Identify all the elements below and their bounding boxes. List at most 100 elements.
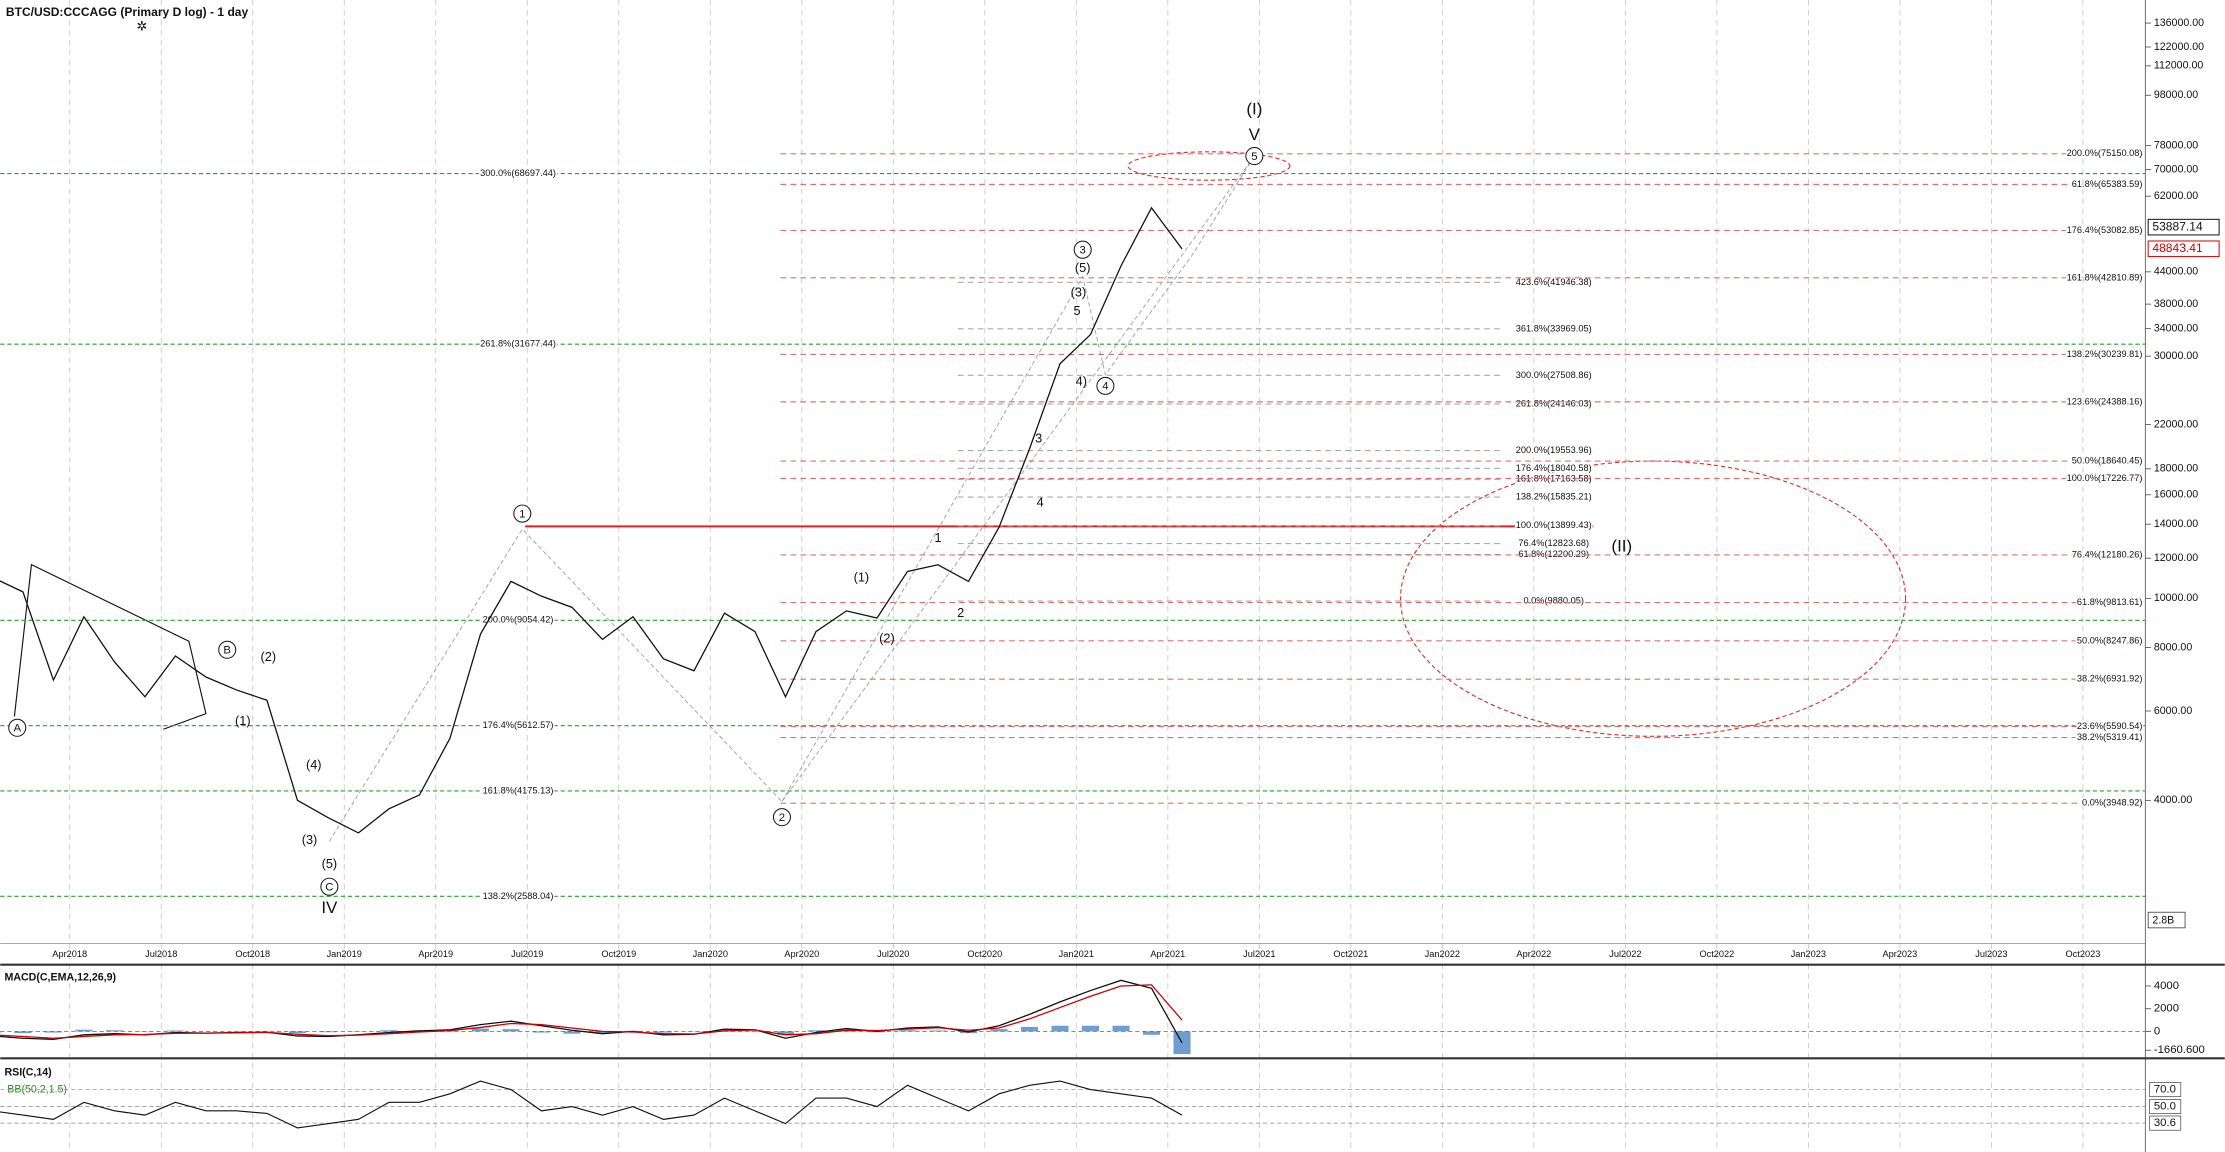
histogram-bar	[502, 1029, 520, 1032]
wave-label: 4)	[1076, 374, 1087, 389]
histogram-bar	[1051, 1025, 1069, 1032]
fib-label: 38.2%(6931.92)	[2077, 674, 2143, 684]
histogram-bar	[105, 1030, 123, 1032]
y-tick-label: 122000.00	[2154, 41, 2204, 53]
panel-title: MACD(C,EMA,12,26,9)	[4, 971, 116, 983]
wave-circle	[320, 877, 339, 896]
target-ellipse	[1127, 151, 1291, 181]
volume-label: 2.8B	[2152, 915, 2174, 927]
histogram-bar	[380, 1030, 398, 1032]
x-tick-label: Apr2020	[784, 949, 819, 959]
histogram-bar	[898, 1030, 917, 1032]
wave-circle	[1245, 147, 1264, 166]
fib-label: 100.0%(13899.43)	[1516, 520, 1592, 530]
y-tick-label: 136000.00	[2154, 17, 2204, 29]
wave-label: (1)	[854, 570, 870, 585]
histogram-bar	[532, 1031, 550, 1033]
tick-box	[2149, 1099, 2182, 1115]
x-tick-label: Jul2020	[877, 949, 909, 959]
fib-label: 200.0%(9054.42)	[483, 615, 554, 625]
channel	[781, 155, 1255, 802]
fib-label: 161.8%(17163.58)	[1516, 474, 1592, 484]
price-label-box	[2147, 240, 2220, 258]
fib-label: 361.8%(33969.05)	[1516, 323, 1592, 333]
y-tick-label: 44000.00	[2154, 266, 2198, 278]
x-tick-label: Jul2023	[1975, 949, 2007, 959]
wave-circle	[218, 640, 237, 659]
x-tick-label: Oct2019	[601, 949, 636, 959]
fib-label: 0.0%(3948.92)	[2082, 798, 2142, 808]
histogram-bar	[319, 1031, 337, 1033]
price-label-box	[2147, 218, 2220, 236]
wave-circle	[1073, 240, 1092, 259]
wave-label: (1)	[235, 713, 251, 728]
y-tick-label: 4000	[2154, 980, 2179, 992]
y-tick-label: 98000.00	[2154, 89, 2198, 101]
histogram-bar	[654, 1031, 672, 1033]
fib-label: 61.8%(65383.59)	[2072, 179, 2143, 189]
y-tick-label: 4000.00	[2154, 794, 2192, 806]
price-line	[0, 206, 1183, 834]
fib-label: 76.4%(12180.26)	[2072, 549, 2143, 559]
wave-label: (4)	[306, 757, 322, 772]
fib-label: 38.2%(5319.41)	[2077, 732, 2143, 742]
tick-box	[2149, 1082, 2182, 1098]
x-tick-label: Oct2023	[2065, 949, 2100, 959]
panel-title: RSI(C,14)	[4, 1066, 52, 1078]
wave-label: 5	[1251, 151, 1257, 163]
wave-circle	[772, 808, 791, 827]
wave-label: 4	[1102, 381, 1108, 393]
y-tick-label: 34000.00	[2154, 322, 2198, 334]
y-tick-label: 38000.00	[2154, 298, 2198, 310]
x-tick-label: Jan2022	[1425, 949, 1460, 959]
histogram-bar	[776, 1031, 794, 1035]
histogram-bar	[75, 1029, 93, 1032]
histogram-bar	[1020, 1026, 1039, 1032]
x-tick-label: Jan2023	[1791, 949, 1826, 959]
fib-label: 300.0%(27508.86)	[1516, 370, 1592, 380]
y-tick-label: 8000.00	[2154, 641, 2192, 653]
fib-label: 0.0%(9880.05)	[1523, 595, 1583, 605]
x-tick-label: Jul2019	[511, 949, 543, 959]
target-ellipse	[1399, 460, 1907, 737]
price-label: 48843.41	[2152, 241, 2203, 255]
y-tick-label: 12000.00	[2154, 552, 2198, 564]
y-tick-label: 30000.00	[2154, 350, 2198, 362]
y-tick-label: 78000.00	[2154, 139, 2198, 151]
y-tick-label: 22000.00	[2154, 418, 2198, 430]
label-box	[2147, 911, 2186, 929]
histogram-bar	[563, 1031, 581, 1034]
wave-label: B	[223, 644, 231, 656]
x-tick-label: Oct2022	[1699, 949, 1734, 959]
histogram-bar	[1143, 1031, 1161, 1035]
tick-box	[2149, 1115, 2182, 1131]
macd-line	[0, 984, 1183, 1039]
y-tick-label: 6000.00	[2154, 705, 2192, 717]
x-tick-label: Jul2022	[1609, 949, 1641, 959]
wave-label: (3)	[302, 832, 318, 847]
x-tick-label: Apr2023	[1882, 949, 1917, 959]
histogram-bar	[929, 1030, 947, 1032]
fib-label: 176.4%(5612.57)	[483, 720, 554, 730]
x-tick-label: Jan2020	[693, 949, 728, 959]
histogram-bar	[990, 1029, 1008, 1032]
wave-label: 2	[957, 605, 964, 620]
fib-label: 261.8%(24146.03)	[1516, 399, 1592, 409]
y-tick-label: 18000.00	[2154, 463, 2198, 475]
fib-label: 61.8%(9813.61)	[2077, 597, 2143, 607]
fib-label: 261.8%(31677.44)	[480, 339, 556, 349]
fib-label: 138.2%(15835.21)	[1516, 492, 1592, 502]
wave-label: 1	[934, 530, 941, 545]
y-tick-label: 0	[2154, 1025, 2160, 1037]
histogram-bar	[166, 1030, 184, 1032]
wave-circle	[1096, 376, 1115, 395]
wave-label: C	[325, 881, 333, 893]
settings-icon[interactable]: ✲	[136, 18, 147, 33]
y-tick-label: -1660.600	[2154, 1044, 2205, 1056]
fib-label: 76.4%(12823.68)	[1518, 538, 1589, 548]
fib-label: 161.8%(4175.13)	[483, 785, 554, 795]
histogram-bar	[14, 1031, 32, 1034]
x-tick-label: Oct2018	[235, 949, 270, 959]
wave-label: (5)	[1075, 260, 1091, 275]
